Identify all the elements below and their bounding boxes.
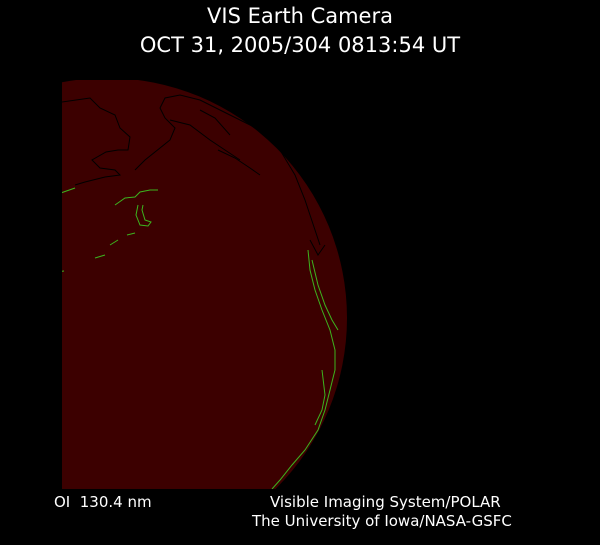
earth-disk xyxy=(62,80,347,489)
wavelength-label: OI 130.4 nm xyxy=(54,493,152,511)
instrument-label: Visible Imaging System/POLAR xyxy=(270,493,501,511)
coastlines-green xyxy=(62,187,339,489)
institution-label: The University of Iowa/NASA-GSFC xyxy=(252,512,512,530)
coastlines-black xyxy=(62,94,326,256)
image-title: VIS Earth Camera xyxy=(207,4,393,28)
image-timestamp: OCT 31, 2005/304 0813:54 UT xyxy=(139,33,461,57)
